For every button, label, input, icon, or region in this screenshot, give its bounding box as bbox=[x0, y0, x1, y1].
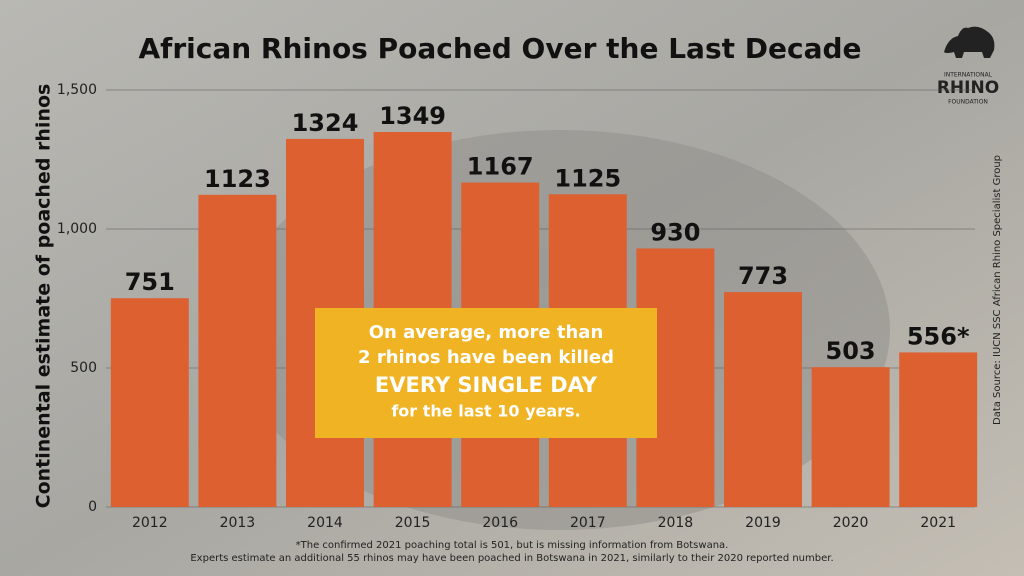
y-tick-label: 1,500 bbox=[57, 82, 97, 98]
data-label: 930 bbox=[650, 218, 700, 246]
x-tick-label: 2020 bbox=[833, 515, 869, 531]
logo: INTERNATIONAL RHINO FOUNDATION bbox=[937, 26, 999, 106]
data-label: 1167 bbox=[467, 153, 534, 181]
annotation: On average, more than 2 rhinos have been … bbox=[315, 308, 657, 438]
footnote: Experts estimate an additional 55 rhinos… bbox=[190, 553, 833, 564]
data-label: 773 bbox=[738, 262, 788, 290]
data-label: 1349 bbox=[379, 102, 446, 130]
source: Data Source: IUCN SSC African Rhino Spec… bbox=[992, 155, 1003, 425]
data-label: 1123 bbox=[204, 165, 271, 193]
bar bbox=[811, 367, 890, 507]
x-tick-label: 2016 bbox=[482, 515, 518, 531]
y-axis-label: Continental estimate of poached rhinos bbox=[33, 84, 55, 509]
x-tick-label: 2021 bbox=[920, 515, 956, 531]
annotation-text: EVERY SINGLE DAY bbox=[375, 373, 598, 397]
data-label: 1324 bbox=[292, 109, 359, 137]
data-label: 556* bbox=[907, 322, 970, 350]
x-tick-label: 2015 bbox=[395, 515, 431, 531]
logo-text: RHINO bbox=[937, 78, 999, 98]
x-tick-label: 2019 bbox=[745, 515, 781, 531]
bar bbox=[198, 194, 277, 507]
logo-text: INTERNATIONAL bbox=[944, 72, 993, 79]
annotation-box bbox=[315, 308, 657, 438]
bar bbox=[899, 352, 978, 507]
x-tick-label: 2017 bbox=[570, 515, 606, 531]
y-tick-label: 0 bbox=[88, 499, 97, 515]
x-tick-label: 2012 bbox=[132, 515, 168, 531]
annotation-text: for the last 10 years. bbox=[391, 402, 580, 421]
x-tick-label: 2014 bbox=[307, 515, 343, 531]
data-label: 1125 bbox=[554, 164, 621, 192]
data-label: 751 bbox=[125, 268, 175, 296]
x-tick-label: 2013 bbox=[220, 515, 256, 531]
footnote: *The confirmed 2021 poaching total is 50… bbox=[296, 540, 729, 551]
x-tick-label: 2018 bbox=[658, 515, 694, 531]
annotation-text: 2 rhinos have been killed bbox=[358, 347, 614, 368]
logo-icon bbox=[944, 26, 995, 58]
annotation-text: On average, more than bbox=[369, 322, 604, 343]
bar bbox=[724, 292, 802, 507]
data-label: 503 bbox=[826, 337, 876, 365]
logo-text: FOUNDATION bbox=[948, 99, 988, 106]
bar bbox=[110, 298, 189, 507]
y-tick-label: 500 bbox=[70, 360, 97, 376]
chart-title: African Rhinos Poached Over the Last Dec… bbox=[138, 32, 861, 65]
y-tick-label: 1,000 bbox=[57, 221, 97, 237]
